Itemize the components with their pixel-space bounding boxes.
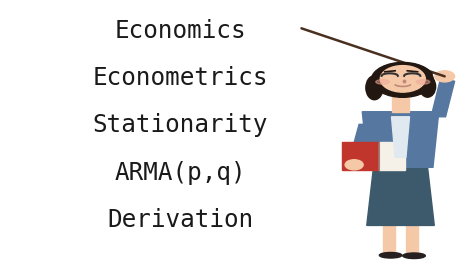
Polygon shape	[379, 142, 405, 170]
Bar	[392, 97, 409, 112]
Polygon shape	[349, 124, 370, 167]
Polygon shape	[367, 167, 434, 226]
Text: Derivation: Derivation	[107, 208, 253, 232]
Ellipse shape	[366, 76, 383, 100]
Ellipse shape	[416, 80, 430, 84]
Text: Stationarity: Stationarity	[92, 113, 268, 137]
Wedge shape	[371, 63, 432, 86]
Text: Econometrics: Econometrics	[92, 66, 268, 90]
Bar	[383, 225, 395, 255]
Polygon shape	[392, 117, 410, 157]
Polygon shape	[431, 76, 455, 117]
Ellipse shape	[419, 76, 436, 97]
Bar	[406, 225, 418, 255]
Text: Economics: Economics	[114, 19, 246, 43]
Text: ARMA(p,q): ARMA(p,q)	[114, 161, 246, 185]
Wedge shape	[372, 63, 433, 97]
Ellipse shape	[379, 252, 402, 258]
Ellipse shape	[374, 63, 432, 97]
Polygon shape	[342, 142, 379, 170]
Ellipse shape	[376, 80, 389, 84]
Polygon shape	[362, 112, 439, 167]
Circle shape	[345, 160, 363, 170]
Ellipse shape	[403, 253, 425, 259]
Circle shape	[435, 71, 455, 82]
Ellipse shape	[380, 66, 425, 92]
